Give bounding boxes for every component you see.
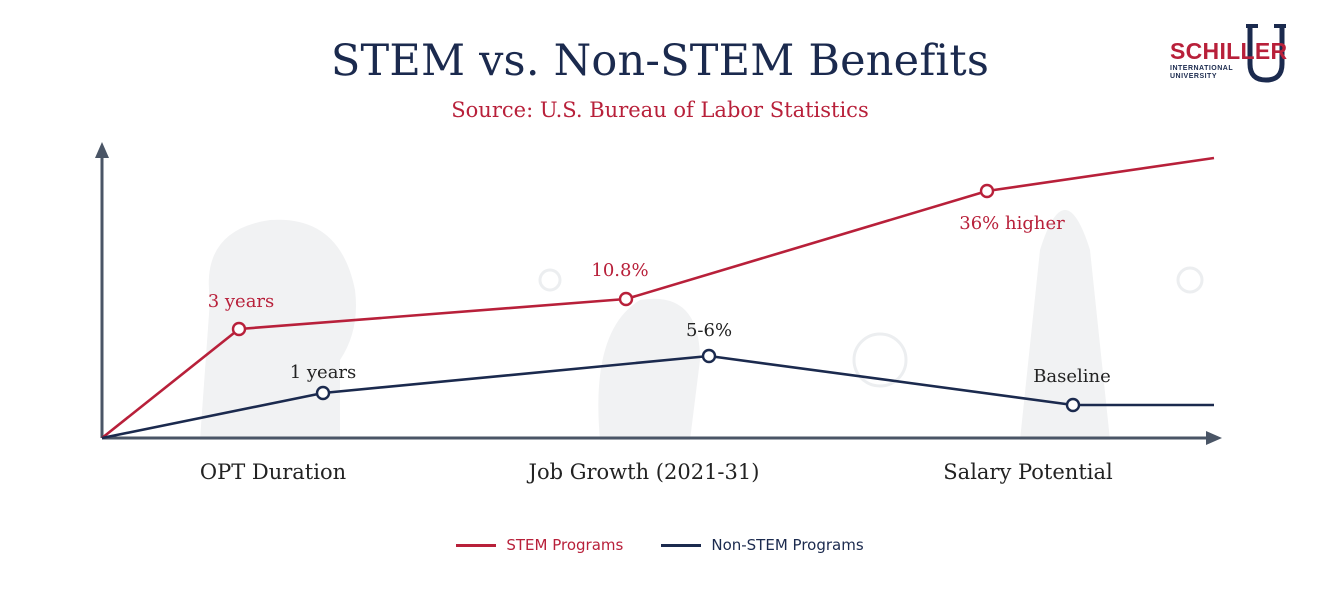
legend-item-non-stem[interactable]: Non-STEM Programs xyxy=(661,536,864,554)
x-tick-labels: OPT Duration Job Growth (2021-31) Salary P… xyxy=(200,460,1113,484)
legend: STEM Programs Non-STEM Programs xyxy=(0,536,1320,554)
data-point xyxy=(315,385,331,401)
legend-label: Non-STEM Programs xyxy=(711,536,864,554)
legend-label: STEM Programs xyxy=(506,536,624,554)
logo-sub-line2: UNIVERSITY xyxy=(1170,73,1218,80)
x-axis-arrow-icon xyxy=(1206,431,1222,445)
legend-swatch xyxy=(661,543,702,547)
data-label: 3 years xyxy=(208,291,275,312)
chart-subtitle: Source: U.S. Bureau of Labor Statistics xyxy=(451,98,869,122)
background-silhouette xyxy=(1020,210,1110,440)
data-labels: 3 years 10.8% 36% higher 1 years 5-6% Baselin… xyxy=(208,213,1111,387)
x-tick-label: Job Growth (2021-31) xyxy=(527,460,760,484)
data-point xyxy=(231,321,247,337)
background-icon xyxy=(852,332,908,388)
chart-title: STEM vs. Non-STEM Benefits xyxy=(330,36,990,86)
logo-sub-line1: INTERNATIONAL xyxy=(1170,65,1234,72)
schiller-logo[interactable]: SCHILLER INTERNATIONAL UNIVERSITY xyxy=(1166,22,1298,86)
data-label: Baseline xyxy=(1033,366,1111,387)
background-icon xyxy=(1176,266,1204,294)
data-point xyxy=(1065,397,1081,413)
u-shield-icon xyxy=(1246,24,1286,83)
data-label: 5-6% xyxy=(686,320,732,341)
data-label: 10.8% xyxy=(591,260,648,281)
x-tick-label: OPT Duration xyxy=(200,460,346,484)
legend-item-stem[interactable]: STEM Programs xyxy=(456,536,623,554)
legend-swatch xyxy=(456,543,497,547)
data-label: 1 years xyxy=(290,362,357,383)
y-axis-arrow-icon xyxy=(95,142,109,158)
data-label: 36% higher xyxy=(959,213,1065,234)
background-icon xyxy=(538,268,562,292)
logo-subtext: INTERNATIONAL UNIVERSITY xyxy=(1170,65,1233,81)
series-lines xyxy=(101,156,1215,440)
data-point xyxy=(979,183,995,199)
background-silhouette xyxy=(200,219,356,440)
data-point xyxy=(701,348,717,364)
background-silhouette xyxy=(598,298,700,440)
chart-axes xyxy=(95,142,1222,445)
data-point xyxy=(618,291,634,307)
logo-wordmark: SCHILLER xyxy=(1170,38,1288,64)
x-tick-label: Salary Potential xyxy=(943,460,1113,484)
background-decoration xyxy=(200,210,1204,440)
